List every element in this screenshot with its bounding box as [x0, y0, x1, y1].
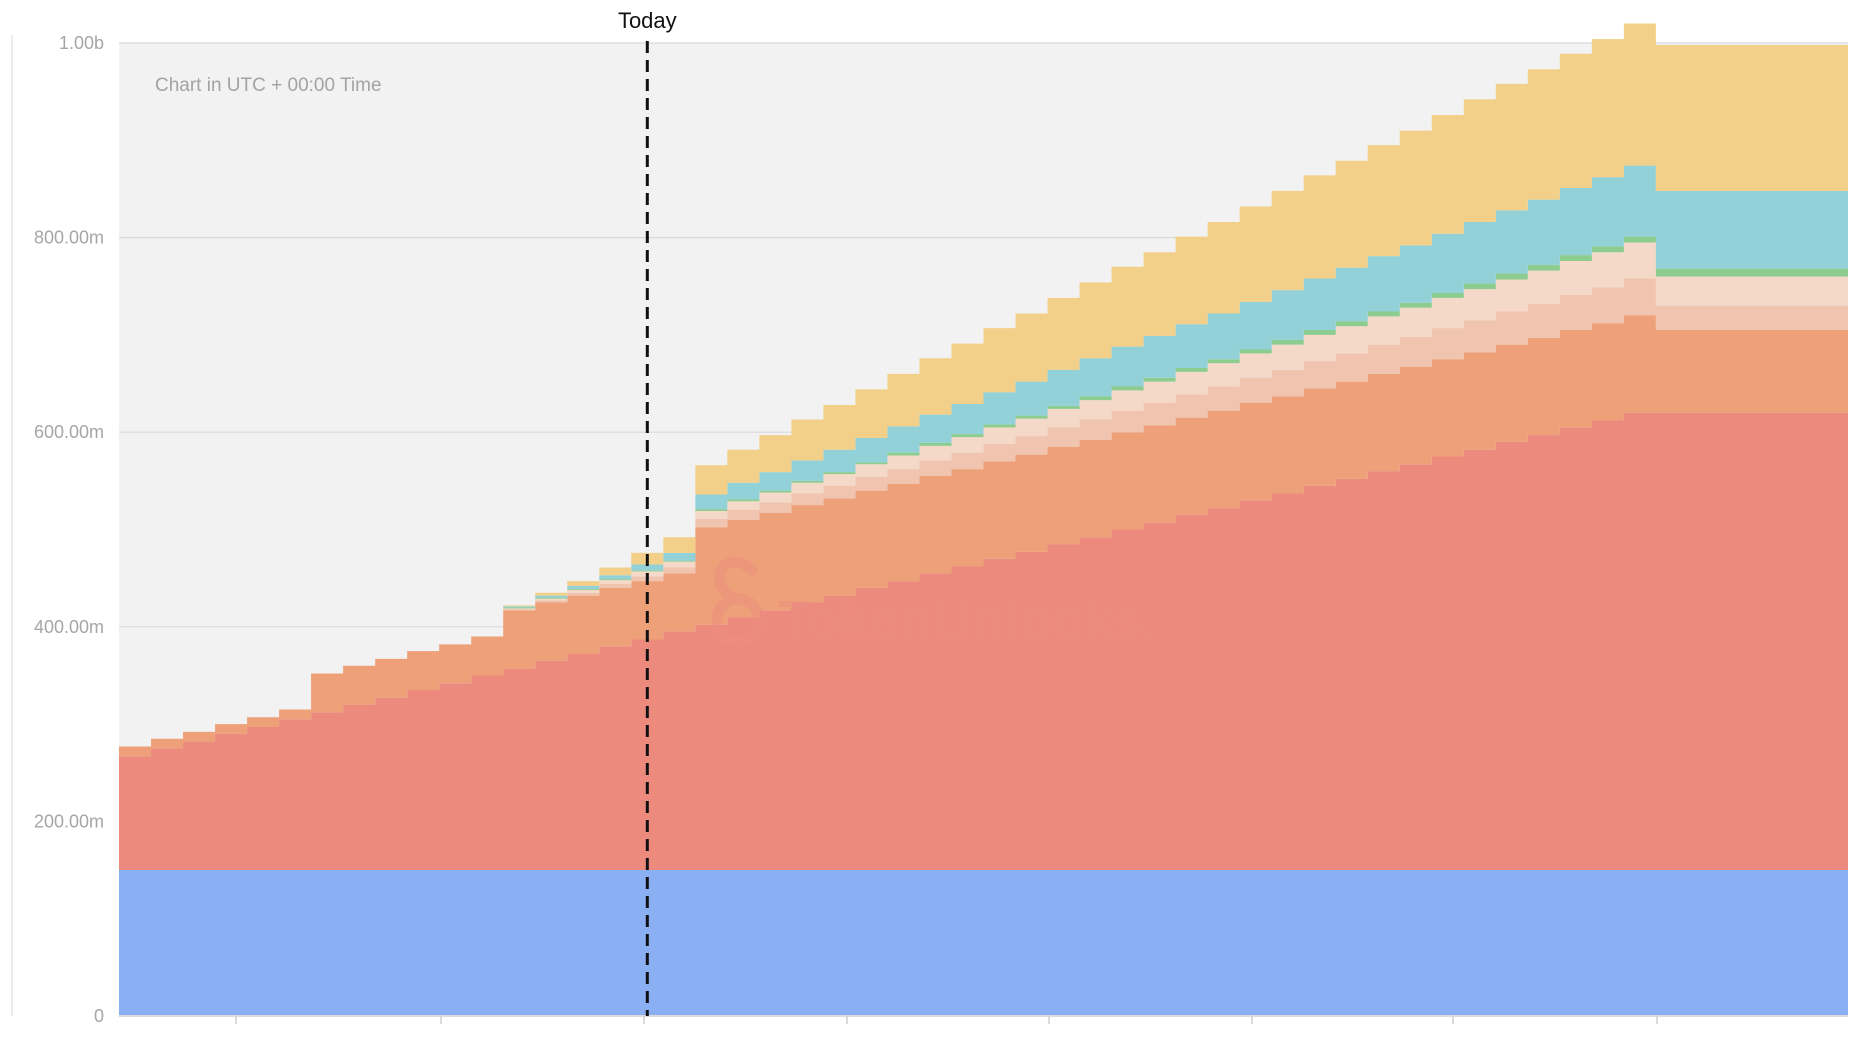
today-label: Today: [618, 8, 677, 33]
y-tick-label: 1.00b: [59, 33, 104, 53]
today-marker: Today: [618, 8, 677, 1016]
series-area: [119, 165, 1848, 747]
series-area: [119, 412, 1848, 871]
y-tick-label: 800.00m: [34, 228, 104, 248]
series-area: [119, 242, 1848, 747]
timezone-note: Chart in UTC + 00:00 Time: [155, 75, 382, 96]
y-axis-tick-labels: 0 200.00m 400.00m 600.00m 800.00m 1.00b: [34, 33, 104, 1026]
stacked-areas: [119, 23, 1848, 1016]
tokenunlocks-logo-icon: [711, 556, 765, 647]
watermark-text: TokenUnlocks.: [778, 590, 1158, 650]
y-tick-label: 400.00m: [34, 617, 104, 637]
series-area: [119, 870, 1848, 1016]
series-area: [119, 23, 1848, 747]
y-tick-label: 200.00m: [34, 811, 104, 831]
y-tick-label: 0: [94, 1006, 104, 1026]
y-tick-label: 600.00m: [34, 422, 104, 442]
series-area: [119, 315, 1848, 757]
tokenunlocks-watermark: TokenUnlocks.: [711, 556, 1158, 650]
series-area: [119, 278, 1848, 747]
axes: [11, 35, 1848, 1024]
